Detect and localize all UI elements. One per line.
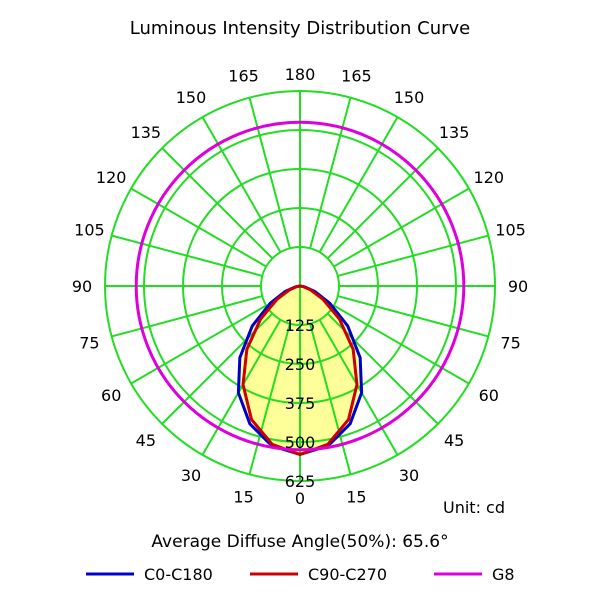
grid-spoke (130, 304, 267, 385)
angle-label: 90 (508, 277, 528, 296)
angle-label: 60 (479, 386, 499, 405)
angle-label: 120 (474, 168, 505, 187)
angle-label: 135 (131, 123, 162, 142)
grid-spoke (326, 147, 439, 260)
angle-label: 165 (341, 66, 372, 85)
angle-label: 15 (346, 488, 366, 507)
grid-spoke (111, 234, 263, 277)
radial-tick-label: 625 (285, 472, 316, 491)
grid-spoke (309, 323, 352, 475)
angle-label: 120 (96, 168, 127, 187)
angle-label: 150 (394, 88, 425, 107)
angle-label: 75 (79, 333, 99, 352)
legend-label: C90-C270 (308, 565, 387, 584)
radial-tick-label: 375 (285, 394, 316, 413)
grid-spoke (201, 116, 282, 253)
legend-label: G8 (492, 565, 515, 584)
series-curve (241, 284, 359, 456)
grid-spoke (248, 97, 291, 249)
grid-spoke (248, 323, 291, 475)
grid-spoke (333, 304, 470, 385)
angle-label: 75 (500, 333, 520, 352)
angle-label: 150 (176, 88, 207, 107)
grid-spoke (161, 147, 274, 260)
average-diffuse-angle: Average Diffuse Angle(50%): 65.6° (151, 532, 448, 552)
grid-spoke (318, 116, 399, 253)
angle-label: 45 (136, 431, 156, 450)
grid-spoke (333, 187, 470, 268)
radial-tick-label: 125 (285, 316, 316, 335)
grid-spoke (130, 187, 267, 268)
angle-label: 45 (444, 431, 464, 450)
unit-label: Unit: cd (443, 498, 505, 517)
angle-label: 30 (181, 466, 201, 485)
grid-spoke (337, 234, 489, 277)
angle-label: 90 (72, 277, 92, 296)
angle-label: 135 (439, 123, 470, 142)
angle-label: 60 (101, 386, 121, 405)
chart-title: Luminous Intensity Distribution Curve (130, 18, 471, 39)
grid-spoke (309, 97, 352, 249)
grid-spoke (337, 295, 489, 338)
grid-spoke (201, 319, 282, 456)
angle-label: 0 (295, 489, 305, 508)
radial-tick-label: 250 (285, 355, 316, 374)
angle-label: 15 (233, 488, 253, 507)
angle-label: 105 (74, 221, 105, 240)
angle-label: 180 (285, 65, 316, 84)
radial-tick-label: 500 (285, 433, 316, 452)
angle-label: 165 (228, 66, 259, 85)
grid-spoke (111, 295, 263, 338)
angle-label: 30 (399, 466, 419, 485)
angle-label: 105 (495, 221, 526, 240)
grid-spoke (318, 319, 399, 456)
series-curve (134, 120, 466, 452)
legend-label: C0-C180 (144, 565, 213, 584)
